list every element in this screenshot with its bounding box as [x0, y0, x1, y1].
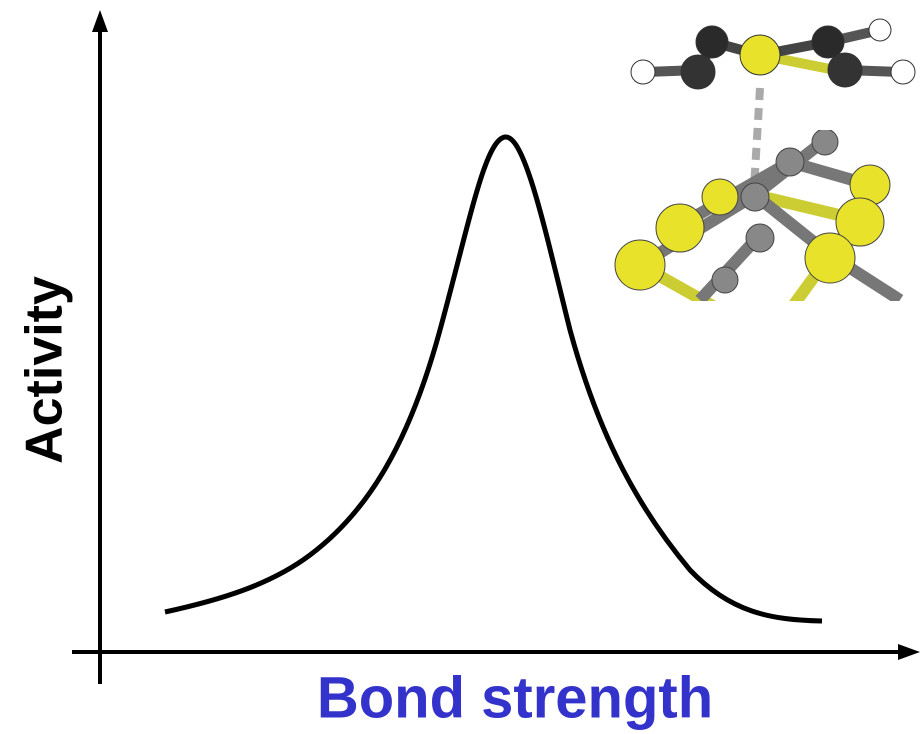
diagram: Activity Bond strength: [0, 0, 920, 734]
y-axis-arrow: [92, 10, 108, 32]
page: Activity Bond strength (() => { const da…: [0, 0, 920, 734]
y-axis-label: Activity: [16, 276, 74, 464]
adsorbate-molecule: [631, 19, 915, 89]
x-axis-arrow: [898, 644, 920, 660]
x-axis-label: Bond strength: [317, 665, 713, 730]
